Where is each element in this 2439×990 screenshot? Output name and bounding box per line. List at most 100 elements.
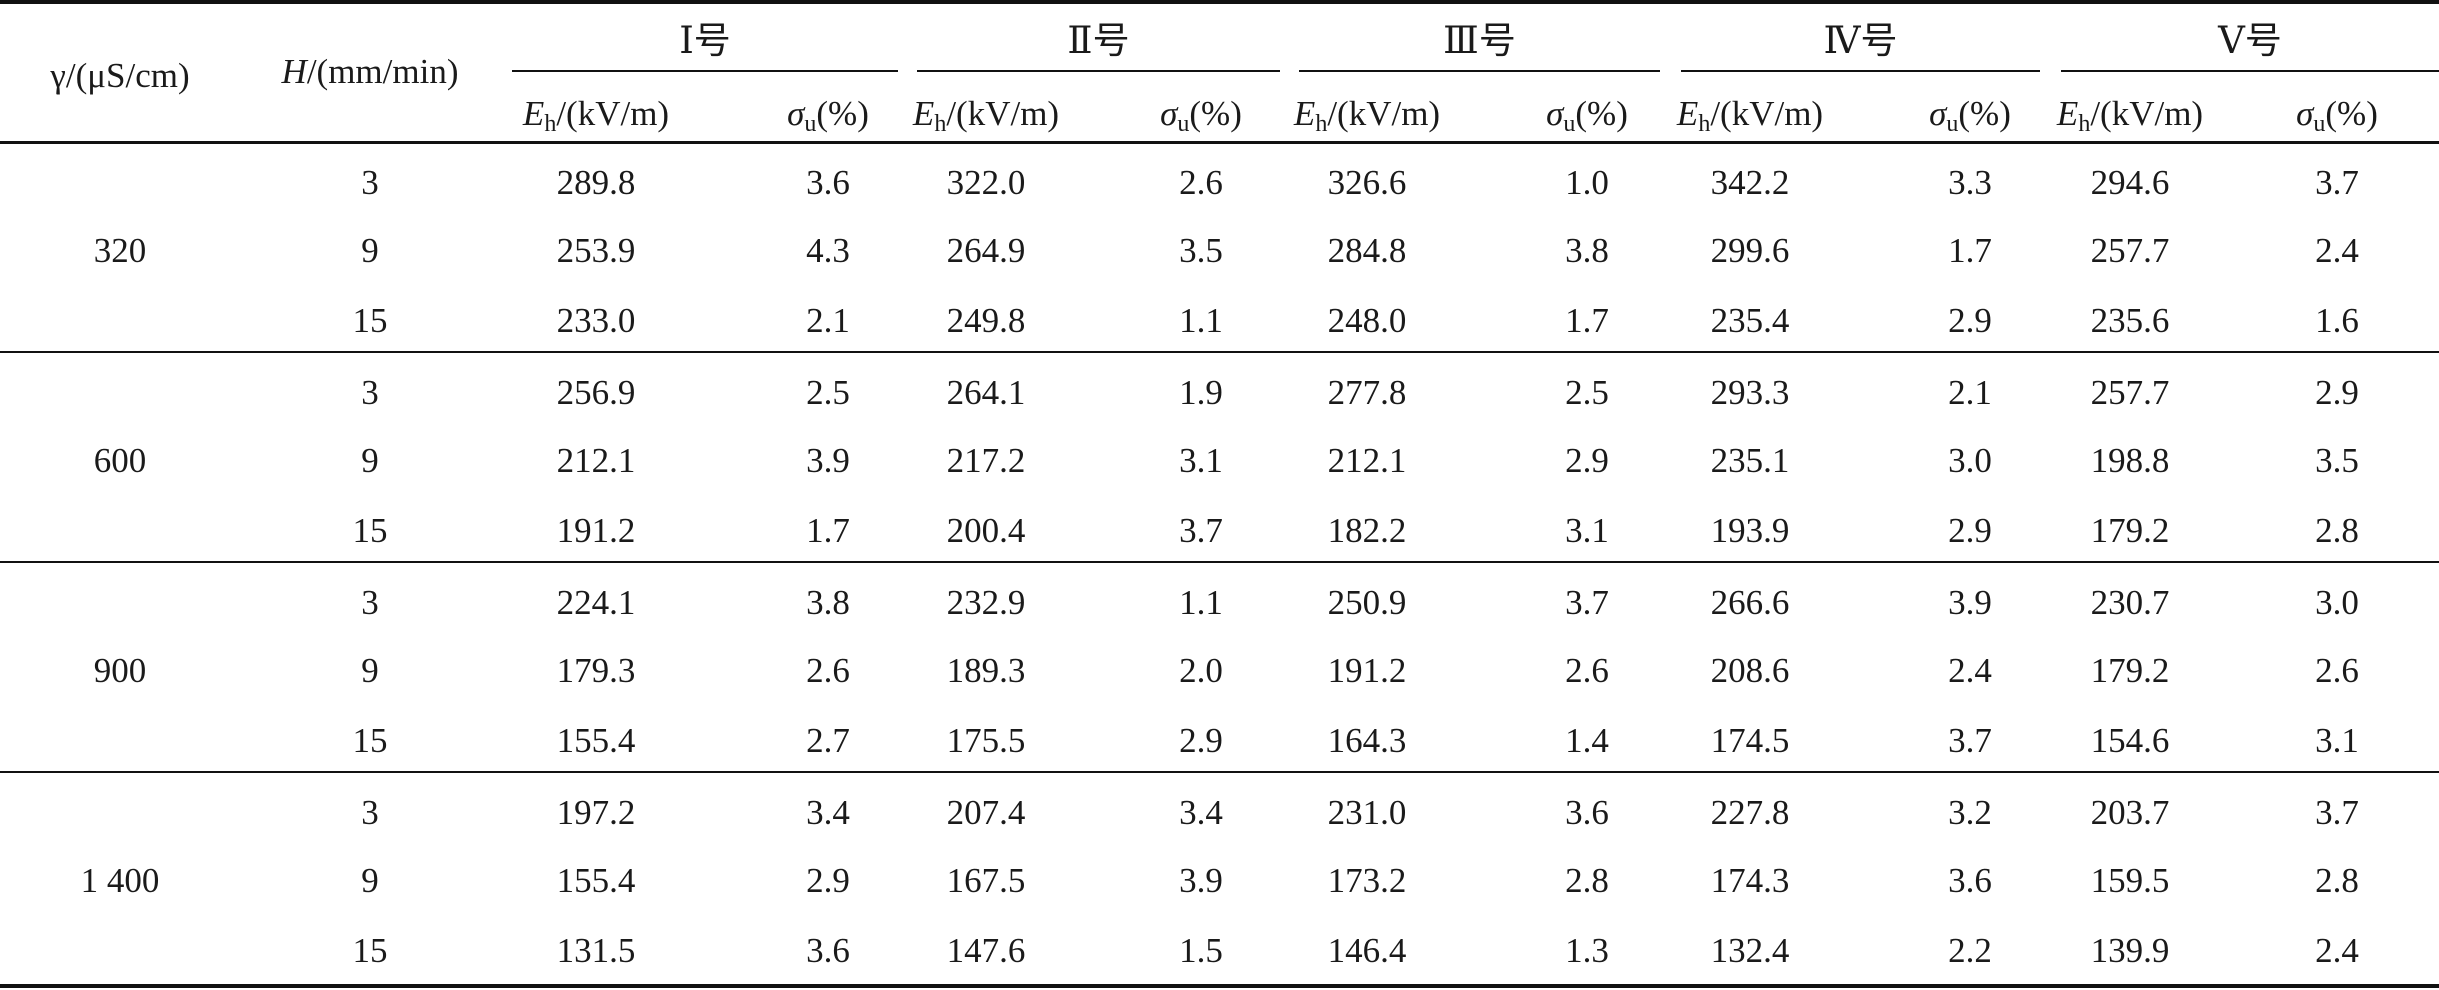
sigma-value-cell: 2.9 — [2315, 373, 2359, 412]
h-cell: 3 — [361, 793, 379, 832]
group-title: Ⅴ号 — [2218, 21, 2282, 62]
sigma-value-cell: 3.1 — [1565, 511, 1609, 550]
eh-value-cell: 173.2 — [1327, 861, 1407, 900]
eh-value-cell: 147.6 — [946, 931, 1026, 970]
sigma-value-cell: 3.9 — [1948, 583, 1992, 622]
sigma-value-cell: 1.0 — [1565, 163, 1609, 202]
eh-value-cell: 235.4 — [1710, 301, 1790, 340]
sigma-value-cell: 2.9 — [1179, 721, 1223, 760]
sigma-value-cell: 1.7 — [1948, 231, 1992, 270]
sigma-value-cell: 1.7 — [806, 511, 850, 550]
eh-value-cell: 322.0 — [946, 163, 1026, 202]
sigma-value-cell: 1.4 — [1565, 721, 1609, 760]
sigma-unit: (%) — [1189, 94, 1242, 133]
block-separator — [0, 771, 2439, 773]
eh-value-cell: 277.8 — [1327, 373, 1407, 412]
group-underline — [512, 70, 898, 72]
eh-value-cell: 159.5 — [2090, 861, 2170, 900]
eh-value-cell: 256.9 — [556, 373, 636, 412]
eh-unit: /(kV/m) — [946, 94, 1060, 133]
h-cell: 9 — [361, 651, 379, 690]
sigma-column-header: σu(%) — [1437, 92, 1737, 136]
sigma-subscript: u — [804, 111, 817, 137]
sigma-value-cell: 2.6 — [1179, 163, 1223, 202]
bottom-rule — [0, 984, 2439, 988]
eh-value-cell: 264.9 — [946, 231, 1026, 270]
eh-value-cell: 175.5 — [946, 721, 1026, 760]
sigma-value-cell: 1.1 — [1179, 583, 1223, 622]
group-underline — [2061, 70, 2439, 72]
sigma-value-cell: 2.2 — [1948, 931, 1992, 970]
sigma-value-cell: 3.7 — [2315, 163, 2359, 202]
group-underline — [1299, 70, 1660, 72]
sigma-value-cell: 3.8 — [1565, 231, 1609, 270]
eh-column-header: Eh/(kV/m) — [836, 92, 1136, 136]
sigma-value-cell: 2.4 — [2315, 931, 2359, 970]
eh-value-cell: 139.9 — [2090, 931, 2170, 970]
sigma-unit: (%) — [2325, 94, 2378, 133]
eh-unit: /(kV/m) — [1710, 94, 1824, 133]
eh-value-cell: 198.8 — [2090, 441, 2170, 480]
top-rule — [0, 0, 2439, 4]
eh-column-header: Eh/(kV/m) — [1980, 92, 2280, 136]
eh-value-cell: 191.2 — [556, 511, 636, 550]
eh-value-cell: 208.6 — [1710, 651, 1790, 690]
gamma-cell: 320 — [93, 231, 147, 270]
sigma-value-cell: 3.7 — [1179, 511, 1223, 550]
eh-value-cell: 207.4 — [946, 793, 1026, 832]
eh-subscript: h — [934, 111, 947, 137]
sigma-symbol: σ — [787, 94, 805, 133]
sigma-column-header: σu(%) — [2187, 92, 2439, 136]
h-cell: 15 — [352, 301, 388, 340]
sigma-value-cell: 2.6 — [1565, 651, 1609, 690]
sigma-value-cell: 2.1 — [806, 301, 850, 340]
block-separator — [0, 351, 2439, 353]
eh-value-cell: 299.6 — [1710, 231, 1790, 270]
sigma-value-cell: 1.6 — [2315, 301, 2359, 340]
eh-unit: /(kV/m) — [1327, 94, 1441, 133]
sigma-value-cell: 3.6 — [806, 931, 850, 970]
sigma-value-cell: 2.6 — [806, 651, 850, 690]
sigma-subscript: u — [1177, 111, 1190, 137]
h-symbol: H — [281, 52, 307, 91]
eh-value-cell: 179.2 — [2090, 651, 2170, 690]
eh-value-cell: 203.7 — [2090, 793, 2170, 832]
group-underline — [1681, 70, 2040, 72]
group-title: Ⅱ号 — [1067, 21, 1130, 62]
sigma-unit: (%) — [816, 94, 869, 133]
eh-value-cell: 217.2 — [946, 441, 1026, 480]
eh-value-cell: 248.0 — [1327, 301, 1407, 340]
eh-value-cell: 233.0 — [556, 301, 636, 340]
sigma-value-cell: 2.1 — [1948, 373, 1992, 412]
sigma-value-cell: 3.9 — [1179, 861, 1223, 900]
sigma-value-cell: 2.4 — [2315, 231, 2359, 270]
sigma-value-cell: 3.1 — [1179, 441, 1223, 480]
eh-subscript: h — [544, 111, 557, 137]
eh-value-cell: 155.4 — [556, 861, 636, 900]
sigma-value-cell: 1.5 — [1179, 931, 1223, 970]
eh-value-cell: 266.6 — [1710, 583, 1790, 622]
eh-value-cell: 155.4 — [556, 721, 636, 760]
group-title: Ⅰ号 — [679, 21, 731, 62]
sigma-value-cell: 2.0 — [1179, 651, 1223, 690]
sigma-value-cell: 2.4 — [1948, 651, 1992, 690]
gamma-column-header: γ/(μS/cm) — [50, 56, 190, 95]
eh-value-cell: 189.3 — [946, 651, 1026, 690]
gamma-cell: 1 400 — [80, 861, 160, 900]
eh-subscript: h — [1698, 111, 1711, 137]
sigma-value-cell: 1.7 — [1565, 301, 1609, 340]
eh-subscript: h — [2078, 111, 2091, 137]
eh-value-cell: 257.7 — [2090, 373, 2170, 412]
group-title: Ⅳ号 — [1823, 21, 1898, 62]
sigma-value-cell: 1.3 — [1565, 931, 1609, 970]
eh-symbol: E — [912, 94, 935, 133]
eh-value-cell: 164.3 — [1327, 721, 1407, 760]
eh-value-cell: 179.2 — [2090, 511, 2170, 550]
sigma-value-cell: 3.5 — [2315, 441, 2359, 480]
sigma-value-cell: 2.8 — [2315, 861, 2359, 900]
h-cell: 15 — [352, 511, 388, 550]
h-cell: 15 — [352, 721, 388, 760]
eh-column-header: Eh/(kV/m) — [1600, 92, 1900, 136]
eh-value-cell: 264.1 — [946, 373, 1026, 412]
sigma-symbol: σ — [2296, 94, 2314, 133]
